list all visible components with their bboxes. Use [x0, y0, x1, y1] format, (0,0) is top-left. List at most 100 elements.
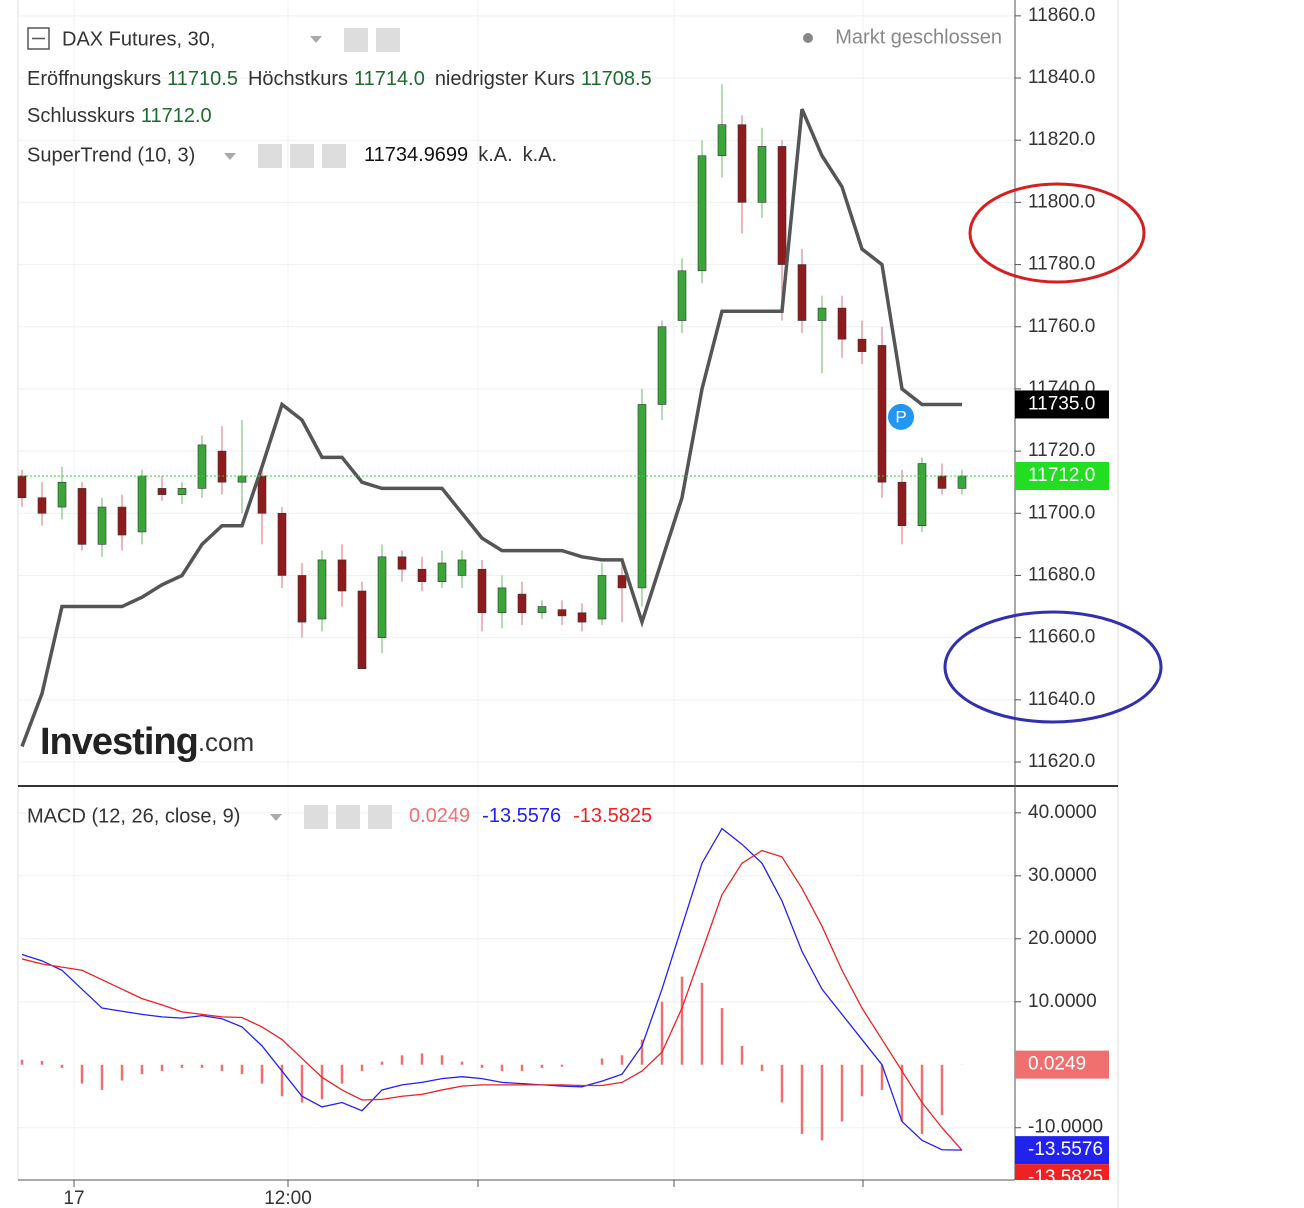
y-tick-label: 11760.0 — [1028, 316, 1095, 337]
macd-values: 0.0249 -13.5576 -13.5825 — [409, 805, 652, 827]
y-tick-label: 11640.0 — [1028, 689, 1095, 710]
y-tick-label: 10.0000 — [1028, 991, 1097, 1012]
candle-body — [157, 488, 167, 495]
chart-title: DAX Futures, 30, — [62, 28, 215, 50]
macd-value-label: -13.5576 — [1028, 1139, 1103, 1160]
candle-body — [657, 326, 667, 405]
dropdown[interactable] — [224, 153, 236, 160]
candle-body — [317, 559, 327, 620]
candle-body — [797, 264, 807, 321]
candle-body — [937, 475, 947, 489]
candle-body — [497, 587, 507, 614]
y-tick-label: 11780.0 — [1028, 254, 1095, 275]
candle-body — [717, 124, 727, 157]
stat-label: Höchstkurs — [248, 68, 348, 90]
candle-body — [17, 475, 27, 499]
gear-icon[interactable] — [336, 805, 360, 829]
indicator-value: 11734.9699 — [364, 144, 468, 166]
candle-body — [77, 488, 87, 545]
candle-body — [97, 506, 107, 545]
macd-value-label-box — [1015, 1050, 1109, 1079]
status-dot — [803, 33, 813, 43]
close-icon[interactable] — [368, 805, 392, 829]
candle-body — [617, 575, 627, 589]
stat-value: 11714.0 — [354, 68, 425, 90]
macd-line — [21, 849, 963, 1151]
macd-value-label: -13.5825 — [1028, 1167, 1103, 1188]
marker-label: P — [895, 407, 906, 426]
eye-icon[interactable] — [344, 28, 368, 52]
candle-body — [697, 155, 707, 272]
indicator-value: k.A. — [478, 144, 512, 166]
y-tick-label: 11720.0 — [1028, 440, 1095, 461]
supertrend-line — [20, 108, 962, 748]
y-tick-label: 20.0000 — [1028, 928, 1097, 949]
macd-value-label: 0.0249 — [1028, 1054, 1086, 1075]
candle-body — [337, 559, 347, 592]
y-tick-label: -10.0000 — [1028, 1117, 1103, 1138]
stat-value: 11710.5 — [167, 68, 238, 90]
candle-body — [917, 463, 927, 527]
candle-body — [117, 506, 127, 536]
logo: Investing.com — [40, 721, 254, 763]
logo-main: Investing — [40, 721, 198, 763]
candle-body — [137, 475, 147, 533]
macd-line — [21, 827, 963, 1151]
stat-label: Eröffnungskurs — [27, 68, 161, 90]
macd-marks: 0.0249 -13.5576 -13.5825 — [20, 827, 1109, 1188]
eye-icon[interactable] — [258, 144, 282, 168]
y-tick-label: 11860.0 — [1028, 5, 1095, 26]
gear-icon[interactable] — [290, 144, 314, 168]
y-tick-label: 11840.0 — [1028, 67, 1095, 88]
candle-body — [457, 559, 467, 576]
gear-icon[interactable] — [376, 28, 400, 52]
status: Markt geschlossen — [835, 26, 1002, 48]
candle-body — [357, 590, 367, 670]
indicator-name: SuperTrend (10, 3) — [27, 144, 195, 166]
supertrend-label: 11735.0 — [1028, 393, 1095, 414]
y-tick-label: 11660.0 — [1028, 627, 1095, 648]
candle-body — [57, 481, 67, 508]
stat-value: 11712.0 — [141, 105, 212, 127]
eye-icon[interactable] — [304, 805, 328, 829]
candle-body — [477, 568, 487, 614]
annotation-ellipse — [943, 610, 1163, 724]
candle-body — [777, 146, 787, 265]
y-tick-label: 11820.0 — [1028, 129, 1095, 150]
macd-value-label-box — [1015, 1164, 1109, 1180]
candle-body — [277, 512, 287, 576]
stat-value: 11708.5 — [581, 68, 652, 90]
marks: 11620.0 11640.0 11660.0 11680.0 11700.0 11720… — [17, 5, 1109, 1208]
grid — [18, 0, 1015, 1180]
x-tick-label: 12:00 — [264, 1188, 312, 1208]
last-price-label-box — [1015, 461, 1109, 490]
indicator-value: k.A. — [523, 144, 557, 166]
candle-body — [437, 562, 447, 582]
candle-body — [737, 124, 747, 203]
candle-body — [597, 575, 607, 620]
candle-body — [897, 481, 907, 527]
legend-value: -13.5825 — [573, 805, 652, 827]
y-tick-label: 11680.0 — [1028, 564, 1095, 585]
candle-body — [837, 307, 847, 340]
macd-value-label-box — [1015, 1136, 1109, 1165]
y-tick-label: 11800.0 — [1028, 191, 1095, 212]
candle-body — [397, 556, 407, 570]
candle-body — [877, 345, 887, 483]
stat-label: niedrigster Kurs — [435, 68, 575, 90]
close-icon[interactable] — [322, 144, 346, 168]
candle-body — [637, 404, 647, 589]
indicator-values: 11734.9699 k.A. k.A. — [364, 144, 557, 166]
dropdown[interactable] — [310, 36, 322, 43]
x-tick-label: 17 — [63, 1188, 84, 1208]
candle-body — [817, 307, 827, 321]
annotation-ellipse — [968, 182, 1146, 284]
candle-body — [37, 497, 47, 514]
dropdown[interactable] — [270, 814, 282, 821]
y-tick-label: 40.0000 — [1028, 802, 1097, 823]
candle-body — [217, 450, 227, 483]
y-tick-label: 11620.0 — [1028, 751, 1095, 772]
macd-title: MACD (12, 26, close, 9) — [27, 805, 240, 827]
candle-body — [177, 488, 187, 495]
